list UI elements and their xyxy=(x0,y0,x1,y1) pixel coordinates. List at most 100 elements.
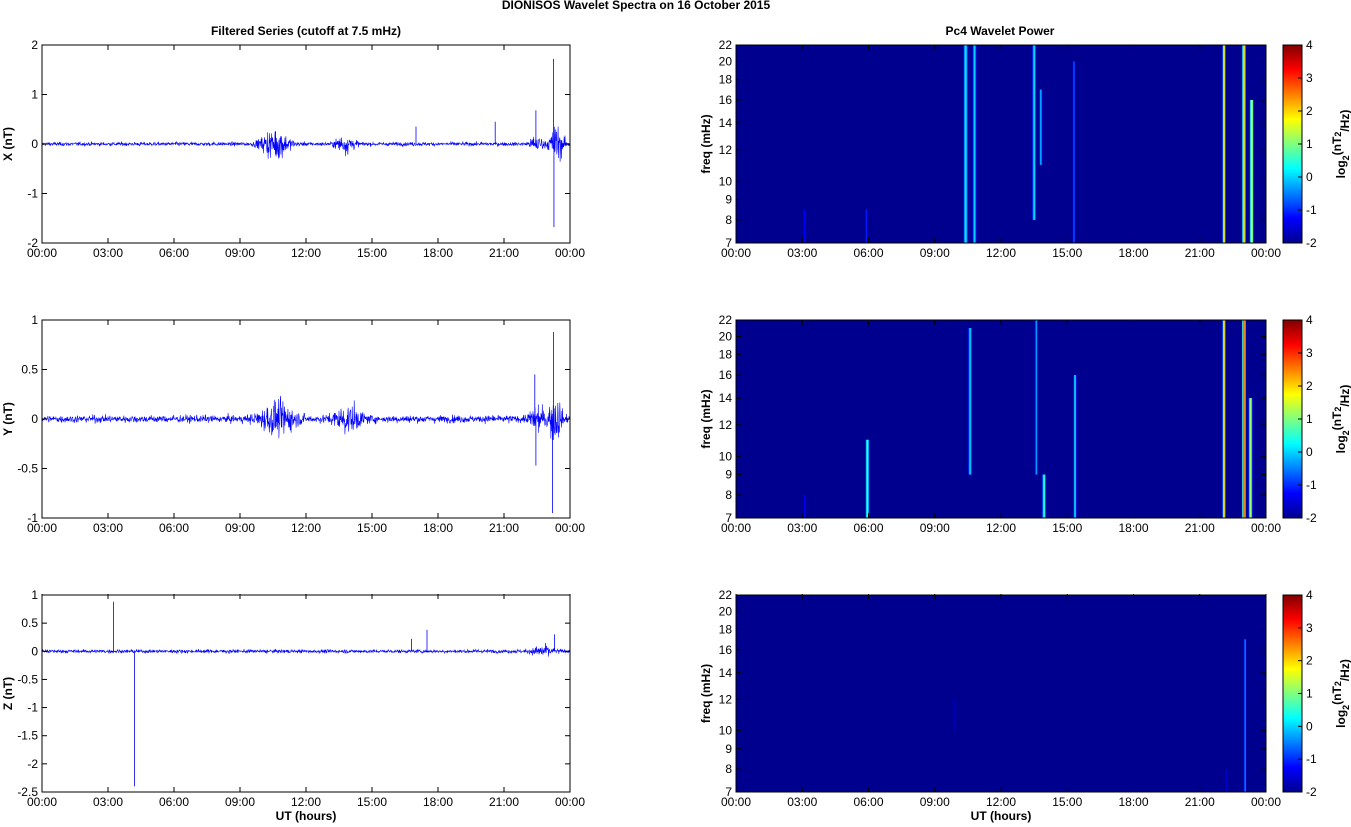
wavelet-y-xtick-label: 06:00 xyxy=(853,521,883,535)
filtered-y-ytick-label: 0 xyxy=(31,412,38,426)
wavelet-z-xtick-label: 03:00 xyxy=(787,795,817,809)
wavelet-x-colorbar-tick-label: 0 xyxy=(1306,170,1313,184)
filtered-x-xtick-label: 18:00 xyxy=(423,246,453,260)
wavelet-x-colorbar-tick-label: 4 xyxy=(1306,38,1313,52)
wavelet-y-power-feature xyxy=(1074,375,1076,518)
wavelet-z-ytick-label: 7 xyxy=(725,785,732,799)
wavelet-z-xtick-label: 12:00 xyxy=(986,795,1016,809)
wavelet-y-power-feature xyxy=(1043,474,1045,518)
filtered-z-xtick-label: 03:00 xyxy=(93,795,123,809)
filtered-z-plot-area xyxy=(42,595,570,792)
filtered-y-ylabel: Y (nT) xyxy=(1,402,15,436)
wavelet-y-xtick-label: 21:00 xyxy=(1185,521,1215,535)
filtered-x-xtick-label: 12:00 xyxy=(291,246,321,260)
wavelet-y-power-feature xyxy=(1250,398,1252,518)
wavelet-y-colorbar-tick-label: 0 xyxy=(1306,445,1313,459)
wavelet-x-xtick-label: 15:00 xyxy=(1052,246,1082,260)
filtered-z-series-line xyxy=(42,642,571,657)
wavelet-x-power-feature xyxy=(1033,45,1035,220)
wavelet-x-ytick-label: 14 xyxy=(719,116,733,130)
wavelet-y-xtick-label: 18:00 xyxy=(1118,521,1148,535)
wavelet-z-ylabel: freq (mHz) xyxy=(699,664,713,723)
filtered-z-panel: 1 0.5 0 -0.5 -1 -1.5 -2 -2.5 Z (nT) 00:00 03:00 06:… xyxy=(1,588,585,823)
filtered-z-xtick-label: 18:00 xyxy=(423,795,453,809)
filtered-z-ytick-label: -2 xyxy=(27,757,38,771)
figure-suptitle: DIONISOS Wavelet Spectra on 16 October 2… xyxy=(502,0,771,12)
filtered-z-ylabel: Z (nT) xyxy=(1,677,15,710)
wavelet-z-ytick-label: 22 xyxy=(719,588,733,602)
wavelet-x-xtick-label: 09:00 xyxy=(920,246,950,260)
filtered-y-xtick-label: 12:00 xyxy=(291,521,321,535)
filtered-y-xtick-label: 18:00 xyxy=(423,521,453,535)
wavelet-z-ytick-label: 18 xyxy=(719,623,733,637)
wavelet-y-xtick-label: 12:00 xyxy=(986,521,1016,535)
wavelet-x-ytick-label: 22 xyxy=(719,38,733,52)
filtered-x-series-line xyxy=(41,126,571,162)
filtered-z-xtick-label: 15:00 xyxy=(357,795,387,809)
wavelet-z-ytick-label: 20 xyxy=(719,604,733,618)
wavelet-x-xtick-label: 06:00 xyxy=(853,246,883,260)
wavelet-y-ytick-label: 16 xyxy=(719,368,733,382)
filtered-y-xtick-label: 09:00 xyxy=(225,521,255,535)
filtered-z-xtick-label: 12:00 xyxy=(291,795,321,809)
wavelet-y-colorbar-tick-label: 1 xyxy=(1306,412,1313,426)
filtered-z-ytick-label: 1 xyxy=(31,588,38,602)
filtered-x-ytick-label: -1 xyxy=(27,187,38,201)
filtered-x-xtick-label: 00:00 xyxy=(27,246,57,260)
wavelet-x-xtick-label: 00:00 xyxy=(1251,246,1281,260)
wavelet-y-ytick-label: 22 xyxy=(719,313,733,327)
wavelet-z-xtick-label: 06:00 xyxy=(853,795,883,809)
wavelet-y-ytick-label: 8 xyxy=(725,488,732,502)
wavelet-x-xtick-label: 03:00 xyxy=(787,246,817,260)
wavelet-y-power-feature xyxy=(804,494,806,518)
filtered-y-ytick-label: 0.5 xyxy=(21,363,38,377)
wavelet-z-colorbar-tick-label: -1 xyxy=(1306,752,1317,766)
filtered-z-xtick-label: 21:00 xyxy=(489,795,519,809)
wavelet-x-power-feature xyxy=(965,45,967,243)
wavelet-z-ytick-label: 16 xyxy=(719,643,733,657)
filtered-y-xtick-label: 03:00 xyxy=(93,521,123,535)
filtered-x-xtick-label: 09:00 xyxy=(225,246,255,260)
filtered-y-series-line xyxy=(41,395,571,441)
wavelet-z-ytick-label: 8 xyxy=(725,762,732,776)
wavelet-x-colorbar-label: log2(nT2/Hz) xyxy=(1330,110,1351,179)
filtered-x-xtick-label: 21:00 xyxy=(489,246,519,260)
filtered-x-xtick-label: 00:00 xyxy=(555,246,585,260)
wavelet-z-xlabel: UT (hours) xyxy=(971,809,1032,823)
wavelet-z-colorbar-tick-label: 1 xyxy=(1306,687,1313,701)
wavelet-x-power-feature xyxy=(1223,45,1225,243)
filtered-x-xtick-label: 15:00 xyxy=(357,246,387,260)
wavelet-y-ytick-label: 14 xyxy=(719,391,733,405)
wavelet-z-colorbar-tick-label: -2 xyxy=(1306,785,1317,799)
wavelet-y-power-feature xyxy=(1243,320,1245,518)
wavelet-z-power-feature xyxy=(1244,639,1246,792)
wavelet-z-xtick-label: 18:00 xyxy=(1118,795,1148,809)
wavelet-z-xtick-label: 00:00 xyxy=(721,795,751,809)
wavelet-z-colorbar-tick-label: 0 xyxy=(1306,719,1313,733)
wavelet-z-power-feature xyxy=(1226,769,1228,792)
wavelet-x-ytick-label: 8 xyxy=(725,213,732,227)
wavelet-z-xtick-label: 00:00 xyxy=(1251,795,1281,809)
filtered-z-xlabel: UT (hours) xyxy=(276,809,337,823)
wavelet-y-xtick-label: 15:00 xyxy=(1052,521,1082,535)
wavelet-y-xtick-label: 00:00 xyxy=(1251,521,1281,535)
filtered-y-xtick-label: 15:00 xyxy=(357,521,387,535)
wavelet-x-xtick-label: 21:00 xyxy=(1185,246,1215,260)
wavelet-y-colorbar-tick-label: 2 xyxy=(1306,379,1313,393)
filtered-z-ytick-label: 0.5 xyxy=(21,616,38,630)
wavelet-x-power-feature xyxy=(804,209,806,243)
wavelet-x-power-feature xyxy=(1073,61,1075,244)
wavelet-x-power-feature xyxy=(866,209,868,243)
wavelet-y-ytick-label: 9 xyxy=(725,468,732,482)
wavelet-x-colorbar-tick-label: 2 xyxy=(1306,104,1313,118)
wavelet-z-xtick-label: 09:00 xyxy=(920,795,950,809)
wavelet-y-ytick-label: 20 xyxy=(719,329,733,343)
right-column-title: Pc4 Wavelet Power xyxy=(946,24,1055,38)
wavelet-x-power-feature xyxy=(974,45,976,243)
wavelet-z-xtick-label: 21:00 xyxy=(1185,795,1215,809)
filtered-x-ytick-label: -2 xyxy=(27,236,38,250)
wavelet-y-xtick-label: 09:00 xyxy=(920,521,950,535)
wavelet-y-ytick-label: 7 xyxy=(725,511,732,525)
